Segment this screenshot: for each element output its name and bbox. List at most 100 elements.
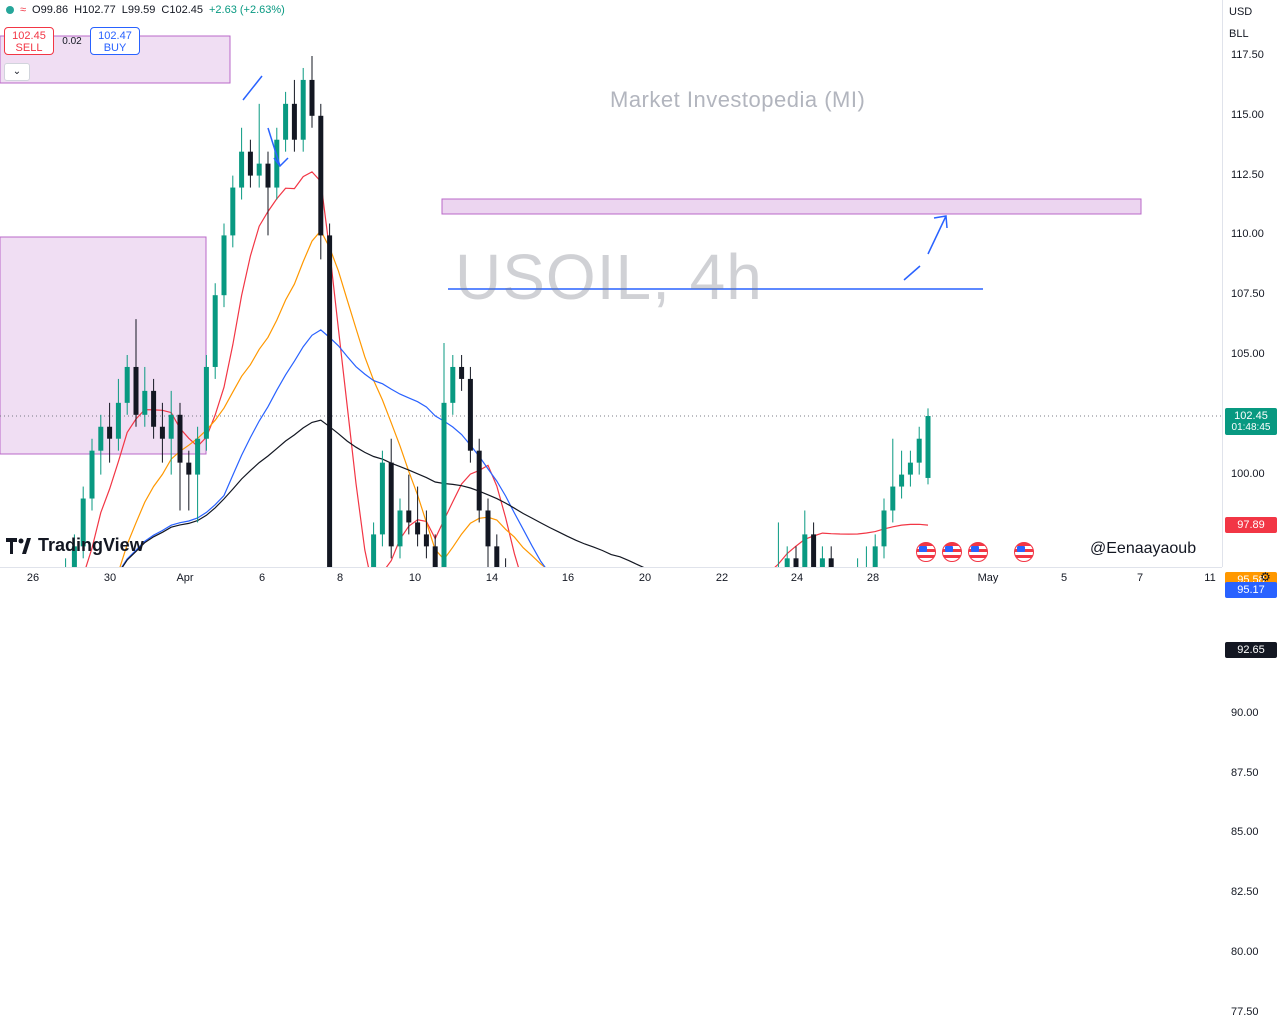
price-tag-value: 95.17: [1237, 584, 1265, 597]
candle-body: [265, 163, 271, 188]
market-status-icon: [6, 6, 14, 14]
time-tick-label: May: [977, 572, 999, 584]
candle-body: [239, 151, 245, 188]
candle-body: [811, 534, 817, 567]
us-flag-icon[interactable]: [942, 542, 962, 562]
candle-body: [142, 390, 148, 415]
moving-average-line: [121, 329, 546, 567]
candle-body: [907, 462, 913, 475]
candle-body: [397, 510, 403, 547]
candle-body: [916, 438, 922, 463]
time-tick-label: 10: [408, 572, 422, 584]
time-tick-label: 30: [103, 572, 117, 584]
candle-body: [476, 450, 482, 511]
candle-body: [309, 79, 315, 116]
resistance-zone-box: [441, 198, 1142, 215]
time-tick-label: 7: [1136, 572, 1144, 584]
candle-body: [371, 534, 377, 567]
candle-body: [828, 558, 834, 567]
price-axis[interactable]: USD BLL 117.50 115.00 112.50 110.00 107.50 10…: [1222, 0, 1280, 1018]
price-tick-label: 85.00: [1231, 826, 1259, 839]
price-tick-label: 77.50: [1231, 1005, 1259, 1018]
buy-button[interactable]: 102.47 BUY: [90, 27, 140, 55]
candle-body: [423, 534, 429, 547]
tradingview-logo-icon: [6, 537, 31, 554]
us-flag-icon[interactable]: [916, 542, 936, 562]
open-value: O99.86: [32, 4, 69, 16]
last-price-tag: 102.45 01:48:45: [1225, 407, 1277, 435]
candle-body: [124, 366, 130, 403]
time-tick-label: Apr: [176, 572, 194, 584]
high-value: H102.77: [74, 4, 116, 16]
time-tick-label: 22: [715, 572, 729, 584]
price-tick-label: 87.50: [1231, 766, 1259, 779]
candle-body: [98, 426, 104, 451]
candle-body: [274, 139, 280, 188]
sell-button[interactable]: 102.45 SELL: [4, 27, 54, 55]
buy-price: 102.47: [98, 30, 132, 42]
sell-price: 102.45: [12, 30, 46, 42]
candle-body: [168, 414, 174, 439]
candle-body: [71, 546, 77, 567]
candle-body: [318, 115, 324, 236]
low-value: L99.59: [121, 4, 156, 16]
events-row: [916, 542, 1034, 562]
trend-arrow: [242, 75, 263, 101]
candle-body: [485, 510, 491, 547]
time-axis[interactable]: 26 30 Apr 6 8 10 14 16 20 22 24 28 May 5 7 11: [0, 567, 1222, 588]
moving-average-line: [85, 171, 929, 567]
candle-body: [327, 235, 333, 567]
candle-body: [283, 103, 289, 140]
sell-label: SELL: [15, 42, 43, 54]
price-tag-value: 97.89: [1237, 519, 1265, 532]
chevron-down-icon[interactable]: ⌄: [4, 63, 30, 81]
currency-button[interactable]: USD: [1229, 6, 1253, 18]
watermark-text: Market Investopedia (MI): [610, 87, 866, 112]
time-tick-label: 14: [485, 572, 499, 584]
price-tag-value: 102.45: [1234, 409, 1268, 422]
candle-body: [459, 366, 465, 379]
price-tick-label: 115.00: [1231, 108, 1264, 121]
candle-body: [80, 498, 86, 547]
candle-body: [432, 546, 438, 567]
arrow-head: [933, 215, 948, 229]
candle-body: [784, 558, 790, 567]
breakout-arrow: [927, 215, 947, 255]
trend-arrow: [267, 127, 281, 167]
price-tick-label: 105.00: [1231, 348, 1265, 360]
candle-body: [415, 522, 421, 535]
gear-icon[interactable]: ⚙: [1260, 570, 1271, 584]
candle-body: [89, 450, 95, 499]
ohlc-legend: ≈ O99.86 H102.77 L99.59 C102.45 +2.63 (+…: [6, 4, 285, 16]
candle-body: [107, 426, 113, 439]
buy-label: BUY: [103, 42, 127, 54]
price-tick-label: 80.00: [1231, 946, 1259, 958]
candle-body: [212, 295, 218, 367]
candle-body: [291, 103, 297, 140]
candle-body: [133, 366, 139, 415]
candle-body: [406, 510, 412, 523]
price-tag-value: 92.65: [1237, 644, 1265, 657]
candle-body: [450, 366, 456, 403]
ma-price-tag: 95.17: [1225, 582, 1277, 599]
time-tick-label: 28: [866, 572, 880, 584]
close-value: C102.45: [161, 4, 203, 16]
price-tick-label: 100.00: [1231, 467, 1265, 480]
change-value: +2.63 (+2.63%): [208, 4, 285, 16]
time-tick-label: 5: [1060, 572, 1068, 584]
us-flag-icon[interactable]: [968, 542, 988, 562]
countdown-timer: 01:48:45: [1231, 421, 1271, 433]
price-tick-label: 117.50: [1231, 49, 1264, 61]
time-tick-label: 20: [638, 572, 652, 584]
ma-price-tag: 97.89: [1225, 517, 1277, 534]
unit-button[interactable]: BLL: [1229, 28, 1249, 40]
candle-body: [115, 402, 121, 439]
tradingview-logo[interactable]: TradingView: [6, 535, 144, 556]
us-flag-icon[interactable]: [1014, 542, 1034, 562]
candle-body: [300, 79, 306, 140]
candle-body: [793, 558, 799, 567]
ma-price-tag: 92.65: [1225, 642, 1277, 659]
candle-body: [159, 426, 165, 439]
candle-body: [899, 474, 905, 487]
spread-value: 0.02: [62, 35, 82, 47]
